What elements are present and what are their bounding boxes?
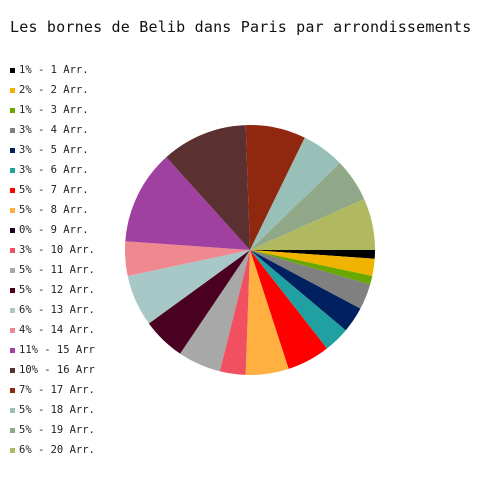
legend-item: 5% - 18 Arr. xyxy=(10,400,120,420)
legend-swatch xyxy=(10,307,15,313)
legend-label: 1% - 1 Arr. xyxy=(19,64,89,76)
legend-swatch xyxy=(10,347,15,353)
pie-slice xyxy=(250,250,373,285)
legend-item: 5% - 19 Arr. xyxy=(10,420,120,440)
pie-slice xyxy=(124,241,250,276)
legend-item: 6% - 13 Arr. xyxy=(10,300,120,320)
legend-label: 3% - 4 Arr. xyxy=(19,124,89,136)
legend-item: 6% - 20 Arr. xyxy=(10,440,120,460)
legend-label: 5% - 12 Arr. xyxy=(19,284,95,296)
chart-title: Les bornes de Belib dans Paris par arron… xyxy=(10,18,472,36)
pie-slice xyxy=(250,250,346,349)
legend-item: 5% - 7 Arr. xyxy=(10,180,120,200)
legend-item: 2% - 2 Arr. xyxy=(10,80,120,100)
legend-label: 7% - 17 Arr. xyxy=(19,384,95,396)
legend-swatch xyxy=(10,147,15,153)
legend-label: 3% - 5 Arr. xyxy=(19,144,89,156)
pie-slice xyxy=(250,199,375,250)
legend-swatch xyxy=(10,267,15,273)
pie-slice xyxy=(127,250,250,324)
pie-slice xyxy=(250,163,365,250)
pie-slice xyxy=(148,250,250,354)
pie-slice xyxy=(166,125,250,250)
legend-swatch xyxy=(10,427,15,433)
legend-swatch xyxy=(10,367,15,373)
legend-swatch xyxy=(10,387,15,393)
legend-swatch xyxy=(10,187,15,193)
legend-swatch xyxy=(10,407,15,413)
legend-swatch xyxy=(10,247,15,253)
pie-slice xyxy=(245,125,305,250)
legend-label: 2% - 2 Arr. xyxy=(19,84,89,96)
legend-swatch xyxy=(10,327,15,333)
legend-swatch xyxy=(10,107,15,113)
legend-swatch xyxy=(10,87,15,93)
pie-slice xyxy=(250,137,340,250)
legend-swatch xyxy=(10,67,15,73)
legend-label: 11% - 15 Arr xyxy=(19,344,95,356)
legend-swatch xyxy=(10,167,15,173)
pie-slice xyxy=(250,250,327,369)
legend-item: 5% - 8 Arr. xyxy=(10,200,120,220)
legend-item: 0% - 9 Arr. xyxy=(10,220,120,240)
pie-slice xyxy=(245,250,289,375)
pie-slice xyxy=(180,250,250,372)
legend-label: 5% - 18 Arr. xyxy=(19,404,95,416)
pie-slice xyxy=(250,250,361,331)
legend-item: 7% - 17 Arr. xyxy=(10,380,120,400)
legend-label: 3% - 6 Arr. xyxy=(19,164,89,176)
legend-label: 6% - 20 Arr. xyxy=(19,444,95,456)
legend-item: 3% - 5 Arr. xyxy=(10,140,120,160)
legend-label: 3% - 10 Arr. xyxy=(19,244,95,256)
legend-swatch xyxy=(10,207,15,213)
pie-slice xyxy=(219,250,250,375)
pie-slice xyxy=(250,250,376,259)
legend-item: 1% - 1 Arr. xyxy=(10,60,120,80)
legend-item: 5% - 12 Arr. xyxy=(10,280,120,300)
legend-item: 11% - 15 Arr xyxy=(10,340,120,360)
legend-item: 4% - 14 Arr. xyxy=(10,320,120,340)
legend-item: 1% - 3 Arr. xyxy=(10,100,120,120)
legend-item: 3% - 10 Arr. xyxy=(10,240,120,260)
legend-label: 5% - 8 Arr. xyxy=(19,204,89,216)
legend-label: 5% - 11 Arr. xyxy=(19,264,95,276)
chart-legend: 1% - 1 Arr. 2% - 2 Arr. 1% - 3 Arr. 3% - 4 … xyxy=(10,60,120,460)
legend-item: 3% - 6 Arr. xyxy=(10,160,120,180)
legend-swatch xyxy=(10,447,15,453)
pie-slice xyxy=(250,250,375,276)
pie-slice xyxy=(125,157,250,250)
legend-label: 5% - 19 Arr. xyxy=(19,424,95,436)
legend-swatch xyxy=(10,227,15,233)
pie-slice xyxy=(250,250,371,309)
legend-label: 5% - 7 Arr. xyxy=(19,184,89,196)
legend-label: 0% - 9 Arr. xyxy=(19,224,89,236)
legend-label: 1% - 3 Arr. xyxy=(19,104,89,116)
legend-label: 10% - 16 Arr xyxy=(19,364,95,376)
legend-item: 3% - 4 Arr. xyxy=(10,120,120,140)
legend-item: 10% - 16 Arr xyxy=(10,360,120,380)
legend-swatch xyxy=(10,127,15,133)
legend-item: 5% - 11 Arr. xyxy=(10,260,120,280)
legend-label: 4% - 14 Arr. xyxy=(19,324,95,336)
legend-label: 6% - 13 Arr. xyxy=(19,304,95,316)
legend-swatch xyxy=(10,287,15,293)
